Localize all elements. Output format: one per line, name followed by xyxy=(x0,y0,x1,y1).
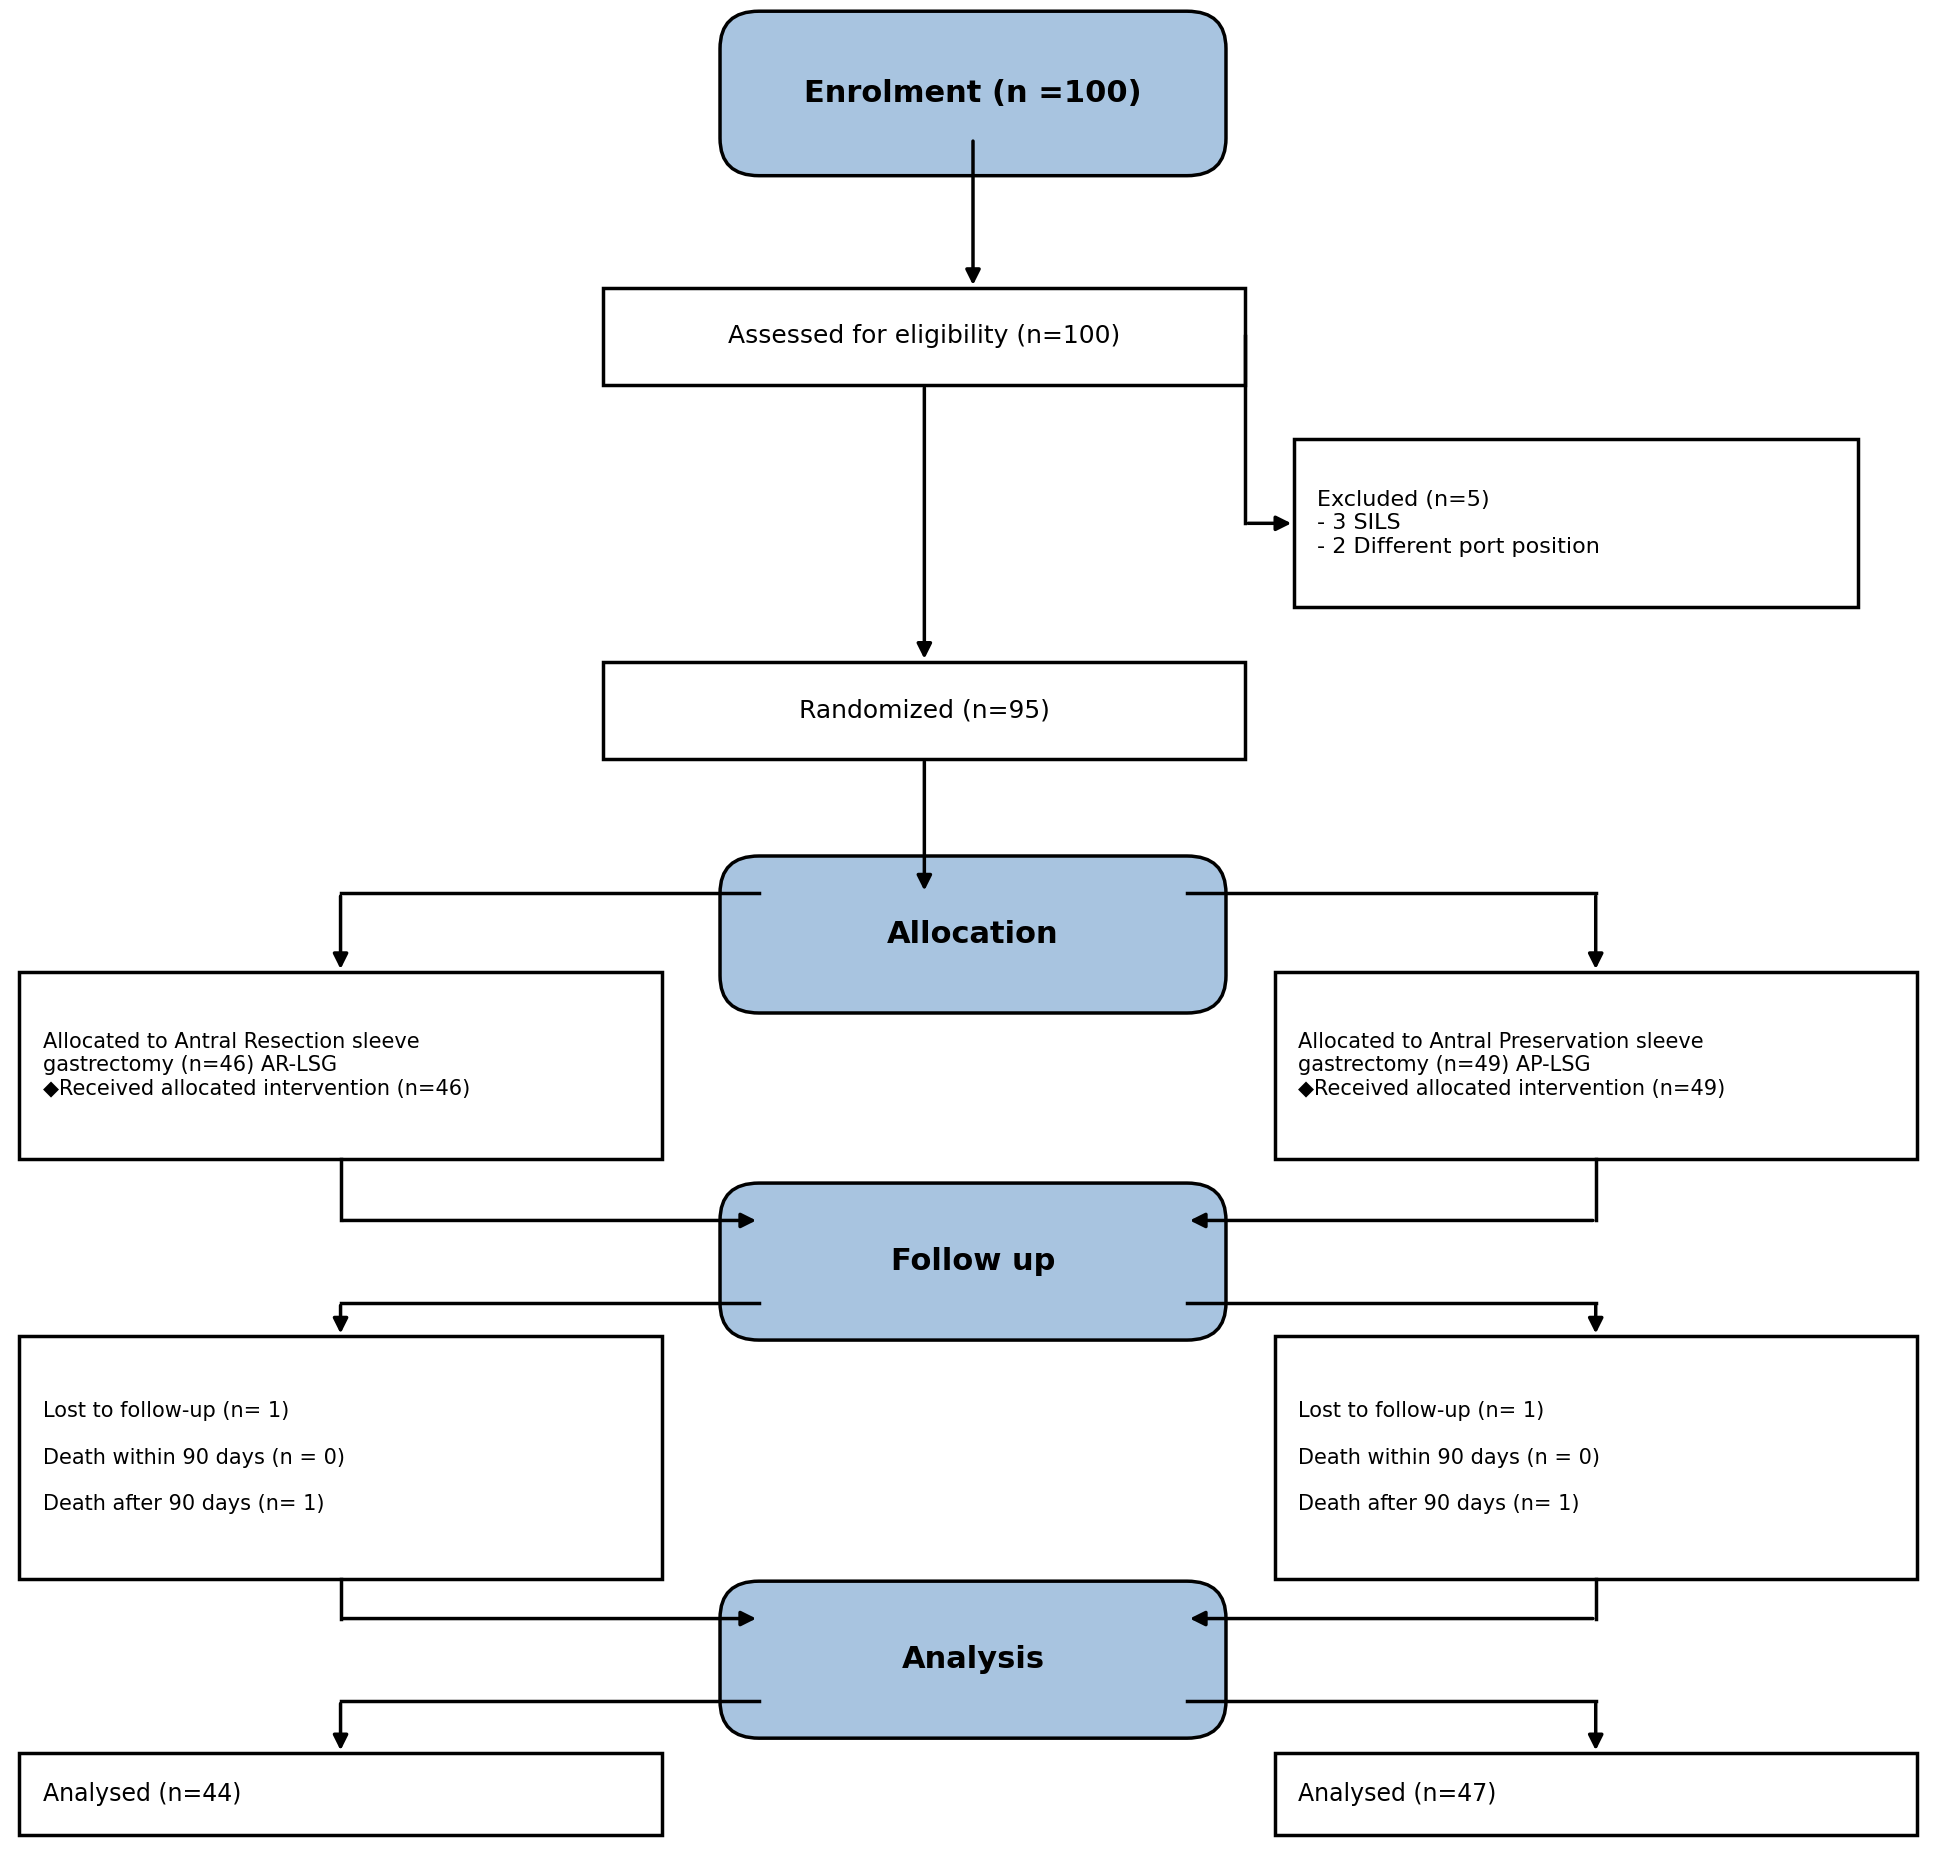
FancyBboxPatch shape xyxy=(19,1753,662,1835)
FancyBboxPatch shape xyxy=(19,972,662,1159)
Text: Randomized (n=95): Randomized (n=95) xyxy=(800,699,1049,721)
Text: Analysed (n=47): Analysed (n=47) xyxy=(1298,1783,1496,1805)
FancyBboxPatch shape xyxy=(1275,1336,1917,1579)
FancyBboxPatch shape xyxy=(720,1581,1226,1738)
Text: Analysed (n=44): Analysed (n=44) xyxy=(43,1783,241,1805)
Text: Allocated to Antral Resection sleeve
gastrectomy (n=46) AR-LSG
◆Received allocat: Allocated to Antral Resection sleeve gas… xyxy=(43,1032,471,1099)
Text: Lost to follow-up (n= 1)

Death within 90 days (n = 0)

Death after 90 days (n= : Lost to follow-up (n= 1) Death within 90… xyxy=(1298,1402,1600,1514)
FancyBboxPatch shape xyxy=(1275,1753,1917,1835)
Text: Excluded (n=5)
- 3 SILS
- 2 Different port position: Excluded (n=5) - 3 SILS - 2 Different po… xyxy=(1317,490,1600,557)
FancyBboxPatch shape xyxy=(720,1183,1226,1340)
FancyBboxPatch shape xyxy=(603,662,1245,759)
FancyBboxPatch shape xyxy=(720,856,1226,1013)
Text: Allocated to Antral Preservation sleeve
gastrectomy (n=49) AP-LSG
◆Received allo: Allocated to Antral Preservation sleeve … xyxy=(1298,1032,1726,1099)
FancyBboxPatch shape xyxy=(19,1336,662,1579)
Text: Allocation: Allocation xyxy=(887,920,1059,949)
FancyBboxPatch shape xyxy=(603,288,1245,385)
Text: Analysis: Analysis xyxy=(901,1645,1045,1675)
Text: Assessed for eligibility (n=100): Assessed for eligibility (n=100) xyxy=(728,325,1121,348)
Text: Follow up: Follow up xyxy=(891,1247,1055,1277)
FancyBboxPatch shape xyxy=(1275,972,1917,1159)
Text: Enrolment (n =100): Enrolment (n =100) xyxy=(804,78,1142,108)
FancyBboxPatch shape xyxy=(720,11,1226,176)
FancyBboxPatch shape xyxy=(1294,439,1858,607)
Text: Lost to follow-up (n= 1)

Death within 90 days (n = 0)

Death after 90 days (n= : Lost to follow-up (n= 1) Death within 90… xyxy=(43,1402,344,1514)
